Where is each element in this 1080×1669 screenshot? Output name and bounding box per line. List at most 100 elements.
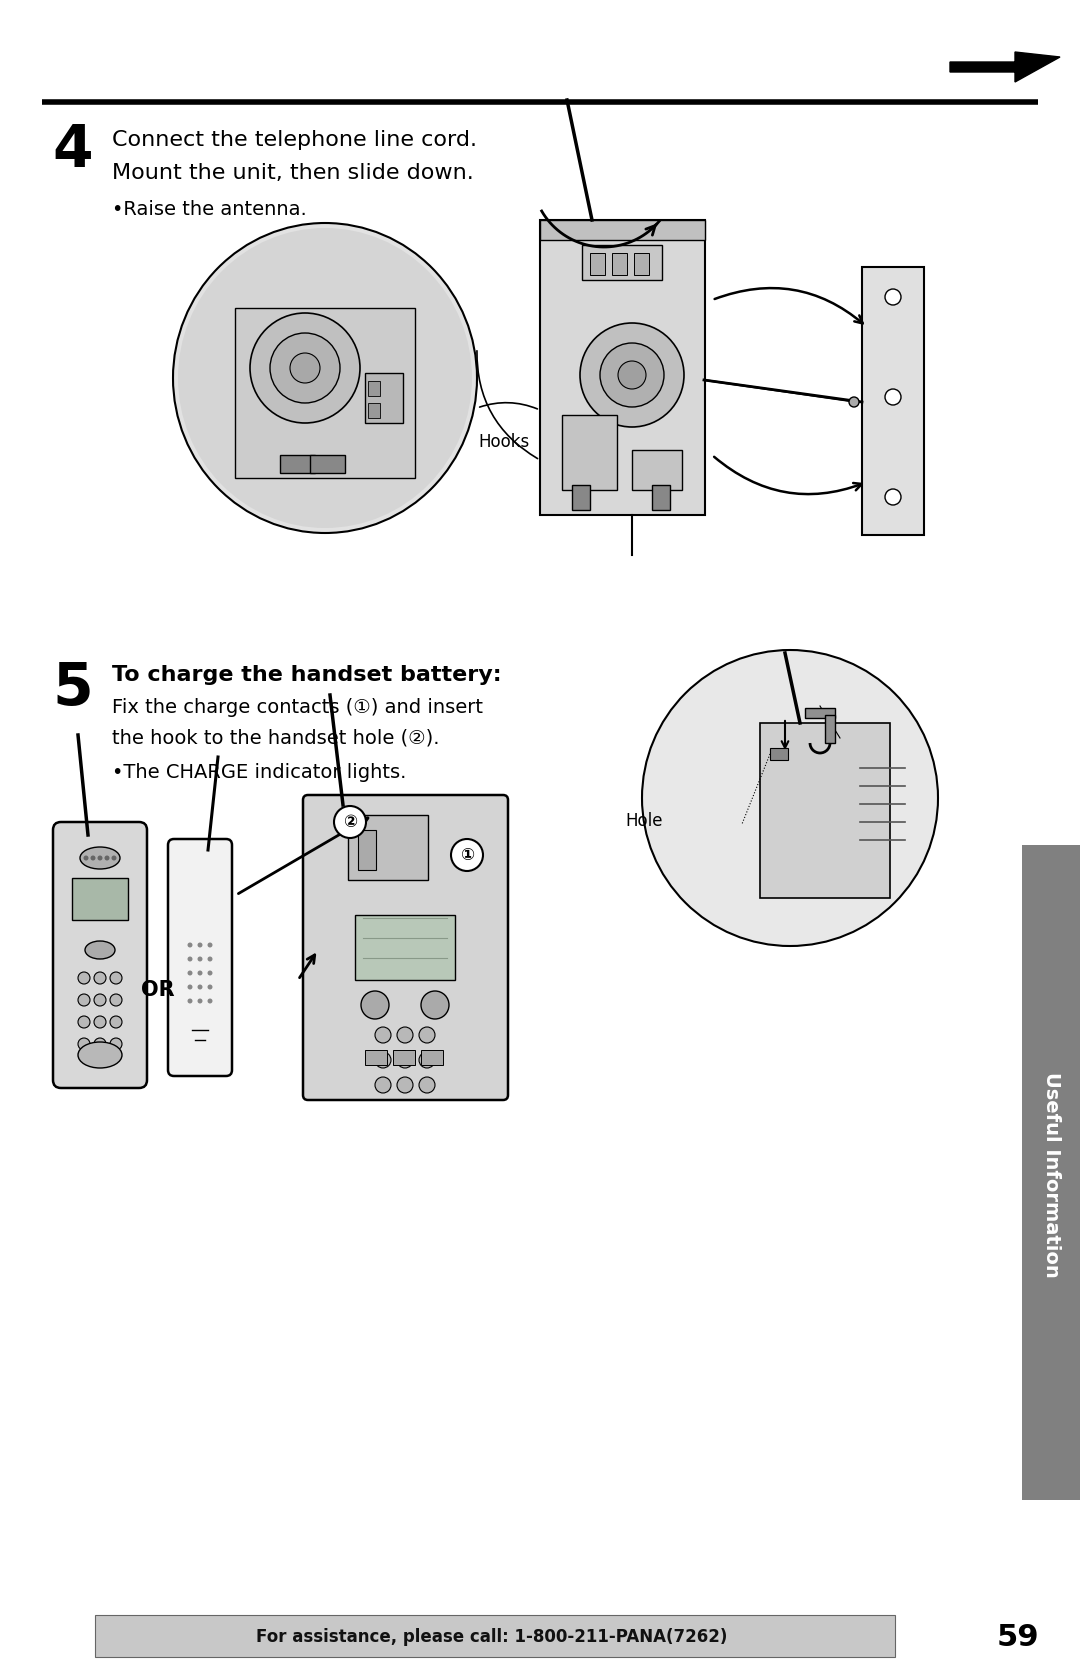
Circle shape	[207, 943, 213, 948]
Bar	[612, 254, 627, 275]
Bar	[1022, 845, 1080, 1500]
Text: ①: ①	[460, 846, 474, 865]
Circle shape	[111, 856, 117, 861]
Circle shape	[375, 1026, 391, 1043]
Bar	[280, 456, 315, 472]
Bar	[95, 1616, 895, 1657]
Circle shape	[849, 397, 859, 407]
Circle shape	[198, 998, 203, 1003]
Circle shape	[419, 1026, 435, 1043]
Circle shape	[270, 334, 340, 402]
Circle shape	[94, 995, 106, 1006]
Circle shape	[78, 1038, 90, 1050]
Circle shape	[188, 970, 192, 975]
Circle shape	[94, 1016, 106, 1028]
Bar	[235, 309, 415, 477]
Circle shape	[83, 856, 89, 861]
Circle shape	[419, 1077, 435, 1093]
Bar	[632, 451, 681, 491]
Circle shape	[105, 856, 109, 861]
Text: the hook to the handset hole (②).: the hook to the handset hole (②).	[112, 728, 440, 748]
Circle shape	[419, 1051, 435, 1068]
Bar	[368, 402, 380, 417]
Bar	[652, 486, 670, 511]
Circle shape	[91, 856, 95, 861]
Bar	[805, 708, 835, 718]
Ellipse shape	[80, 846, 120, 870]
Ellipse shape	[173, 224, 477, 532]
Circle shape	[94, 1038, 106, 1050]
Circle shape	[642, 649, 939, 946]
Circle shape	[375, 1077, 391, 1093]
Circle shape	[198, 970, 203, 975]
Text: Fix the charge contacts (①) and insert: Fix the charge contacts (①) and insert	[112, 698, 483, 718]
Text: For assistance, please call: 1-800-211-PANA(7262): For assistance, please call: 1-800-211-P…	[256, 1627, 728, 1646]
Circle shape	[375, 1051, 391, 1068]
Bar	[310, 456, 345, 472]
Text: Hole: Hole	[625, 813, 662, 829]
Bar	[634, 254, 649, 275]
Circle shape	[110, 1016, 122, 1028]
Text: Useful Information: Useful Information	[1041, 1071, 1061, 1278]
Polygon shape	[950, 52, 1059, 82]
Text: •The CHARGE indicator lights.: •The CHARGE indicator lights.	[112, 763, 406, 783]
Circle shape	[397, 1026, 413, 1043]
Bar	[540, 220, 705, 240]
Bar	[760, 723, 890, 898]
Bar	[348, 814, 428, 880]
Text: Hooks: Hooks	[478, 432, 529, 451]
Bar	[562, 416, 617, 491]
Bar	[770, 748, 788, 759]
Bar	[582, 245, 662, 280]
Circle shape	[207, 998, 213, 1003]
Ellipse shape	[85, 941, 114, 960]
Bar	[862, 267, 924, 536]
Bar	[357, 829, 376, 870]
Circle shape	[188, 956, 192, 961]
Circle shape	[198, 943, 203, 948]
Bar	[590, 254, 605, 275]
Circle shape	[207, 970, 213, 975]
Circle shape	[78, 971, 90, 985]
FancyBboxPatch shape	[303, 794, 508, 1100]
Circle shape	[78, 1016, 90, 1028]
Circle shape	[110, 1038, 122, 1050]
Text: Connect the telephone line cord.: Connect the telephone line cord.	[112, 130, 477, 150]
Text: 5: 5	[52, 659, 93, 718]
FancyBboxPatch shape	[168, 840, 232, 1077]
Circle shape	[885, 389, 901, 406]
Circle shape	[198, 985, 203, 990]
Text: ②: ②	[343, 813, 357, 831]
Text: 59: 59	[997, 1622, 1039, 1652]
Circle shape	[249, 314, 360, 422]
Circle shape	[451, 840, 483, 871]
Circle shape	[580, 324, 684, 427]
Circle shape	[618, 361, 646, 389]
Circle shape	[94, 971, 106, 985]
FancyBboxPatch shape	[540, 220, 705, 516]
Circle shape	[885, 289, 901, 305]
Bar	[825, 714, 835, 743]
Ellipse shape	[78, 1041, 122, 1068]
Circle shape	[334, 806, 366, 838]
Text: Mount the unit, then slide down.: Mount the unit, then slide down.	[112, 164, 474, 184]
Circle shape	[97, 856, 103, 861]
Circle shape	[188, 998, 192, 1003]
Circle shape	[110, 995, 122, 1006]
FancyBboxPatch shape	[53, 823, 147, 1088]
Circle shape	[361, 991, 389, 1020]
Bar	[355, 915, 455, 980]
Circle shape	[421, 991, 449, 1020]
Ellipse shape	[178, 229, 472, 527]
Bar	[365, 372, 403, 422]
Text: OR: OR	[141, 980, 175, 1000]
Bar	[572, 486, 590, 511]
Text: 4: 4	[52, 122, 93, 179]
Bar	[393, 1050, 415, 1065]
Bar	[365, 1050, 387, 1065]
Circle shape	[110, 971, 122, 985]
Text: •Raise the antenna.: •Raise the antenna.	[112, 200, 307, 219]
Circle shape	[78, 995, 90, 1006]
Bar	[368, 381, 380, 396]
Circle shape	[188, 985, 192, 990]
